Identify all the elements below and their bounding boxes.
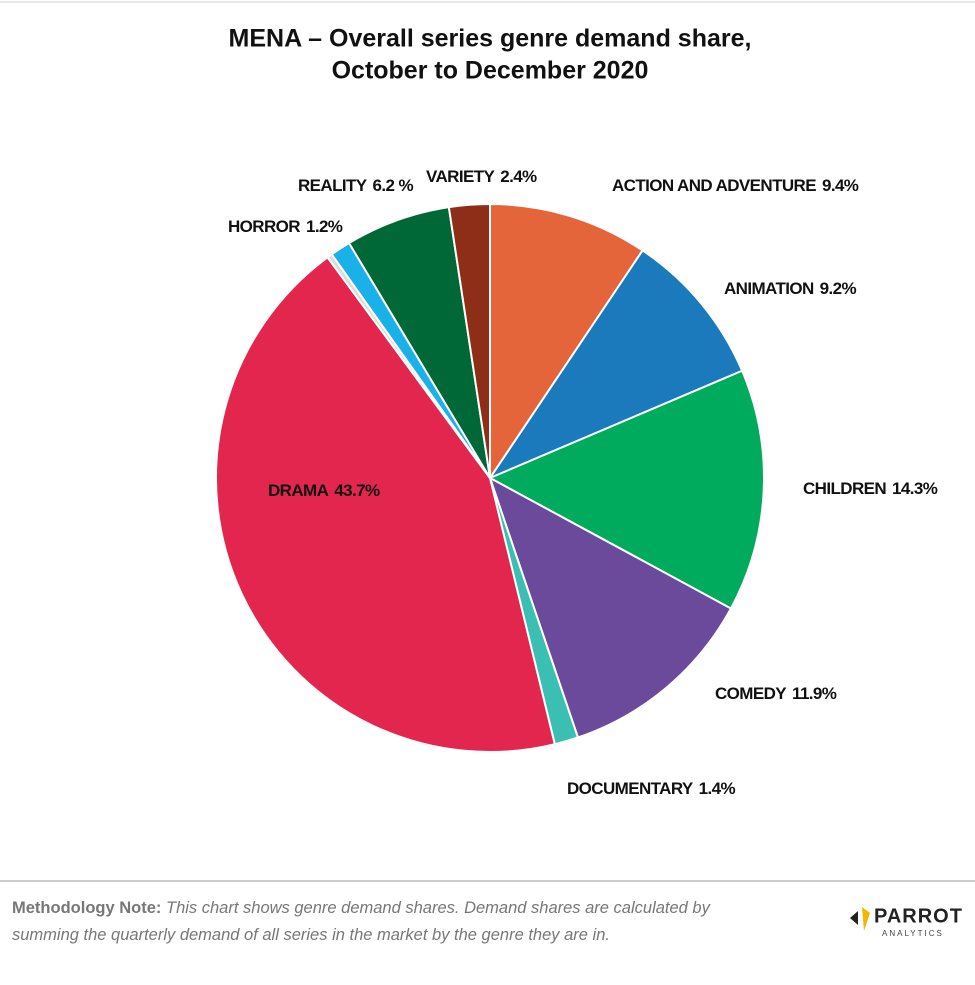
value-label: 9.4% bbox=[822, 176, 859, 195]
category-label: ANIMATION bbox=[724, 279, 814, 298]
logo-tagline: ANALYTICS bbox=[882, 929, 944, 938]
slice-label: DOCUMENTARY 1.4% bbox=[567, 779, 735, 798]
category-label: DRAMA bbox=[268, 481, 329, 500]
slice-label: CHILDREN 14.3% bbox=[803, 479, 938, 498]
pie-slice bbox=[489, 202, 644, 482]
slice-label: HORROR 1.2% bbox=[228, 217, 343, 236]
value-label: 2.4% bbox=[500, 167, 537, 186]
category-label: ACTION AND ADVENTURE bbox=[612, 176, 816, 195]
pie-slice bbox=[487, 369, 765, 610]
pie-slice bbox=[488, 475, 733, 739]
logo-name: PARROT bbox=[874, 905, 963, 927]
value-label: 11.9% bbox=[792, 684, 837, 703]
category-label: DOCUMENTARY bbox=[567, 779, 694, 798]
slice-label: ACTION AND ADVENTURE 9.4% bbox=[612, 176, 859, 195]
value-label: 6.2 % bbox=[373, 176, 414, 195]
methodology-note: Methodology Note: This chart shows genre… bbox=[12, 895, 732, 949]
value-label: 43.7% bbox=[334, 481, 380, 500]
pie-slice bbox=[487, 249, 744, 481]
note-label: Methodology Note: bbox=[12, 899, 162, 917]
slice-label: REALITY 6.2 % bbox=[298, 176, 413, 195]
chart-title: MENA – Overall series genre demand share… bbox=[229, 25, 752, 53]
value-label: 14.3% bbox=[892, 479, 938, 498]
value-label: 1.4% bbox=[699, 779, 736, 798]
category-label: REALITY bbox=[298, 176, 368, 195]
slice-label: VARIETY 2.4% bbox=[426, 167, 537, 186]
chart-title: October to December 2020 bbox=[332, 57, 649, 85]
slice-label: ANIMATION 9.2% bbox=[724, 279, 857, 298]
note-text: This chart shows genre demand shares. De… bbox=[12, 899, 710, 944]
slice-label: DRAMA 43.7% bbox=[268, 481, 380, 500]
category-label: COMEDY bbox=[715, 684, 787, 703]
pie-slice bbox=[215, 255, 557, 753]
value-label: 9.2% bbox=[820, 279, 857, 298]
value-label: 1.2% bbox=[306, 217, 343, 236]
logo-mark bbox=[850, 911, 858, 925]
category-label: CHILDREN bbox=[803, 479, 886, 498]
pie-slice bbox=[447, 202, 491, 479]
category-label: VARIETY bbox=[426, 167, 495, 186]
logo-mark bbox=[862, 907, 870, 931]
category-label: HORROR bbox=[228, 217, 300, 236]
slice-label: COMEDY 11.9% bbox=[715, 684, 837, 703]
